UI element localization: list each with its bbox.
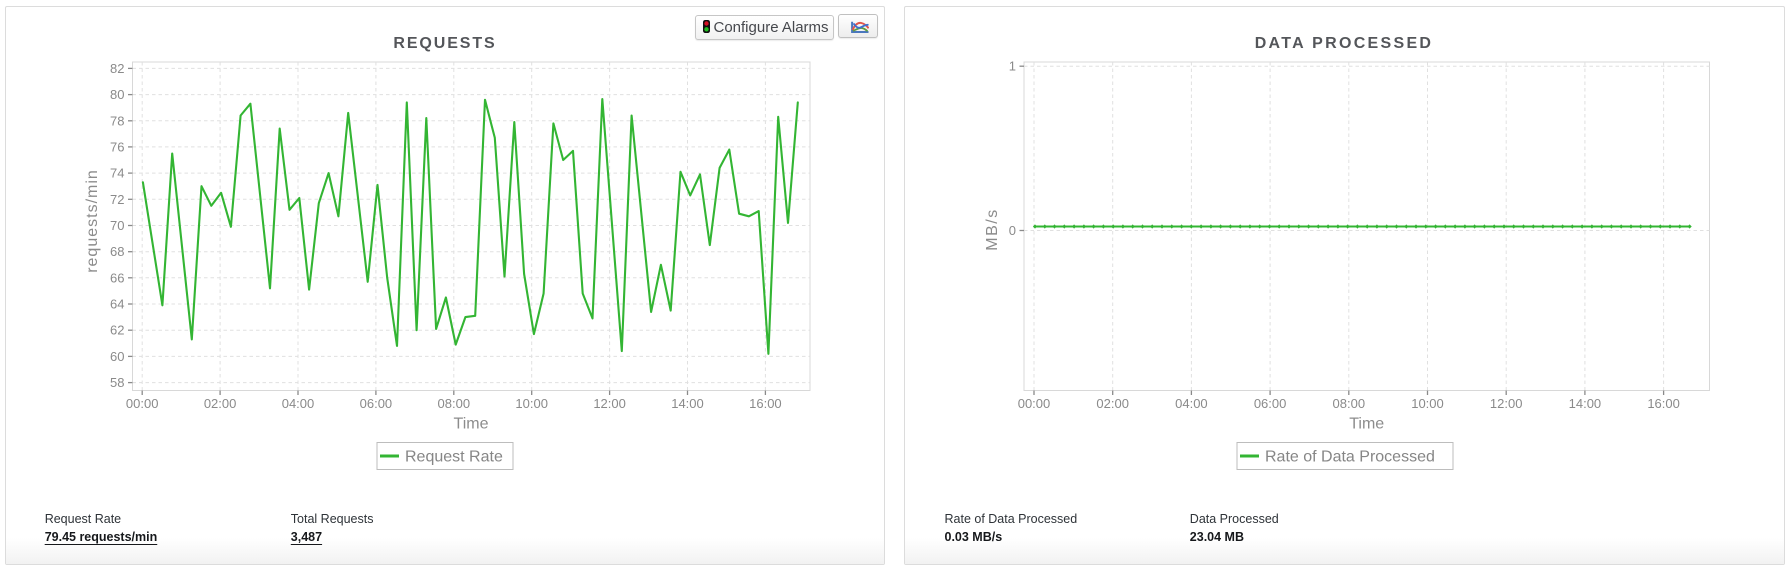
svg-text:12:00: 12:00 — [593, 396, 626, 411]
svg-text:72: 72 — [110, 192, 124, 207]
svg-text:04:00: 04:00 — [1175, 396, 1208, 411]
svg-text:02:00: 02:00 — [204, 396, 237, 411]
svg-text:04:00: 04:00 — [282, 396, 315, 411]
svg-text:0: 0 — [1008, 223, 1015, 238]
svg-text:MB/s: MB/s — [984, 208, 1001, 250]
svg-text:14:00: 14:00 — [1568, 396, 1601, 411]
svg-text:08:00: 08:00 — [438, 396, 471, 411]
svg-text:10:00: 10:00 — [515, 396, 548, 411]
svg-text:16:00: 16:00 — [749, 396, 782, 411]
svg-text:08:00: 08:00 — [1332, 396, 1365, 411]
svg-text:58: 58 — [110, 375, 124, 390]
svg-text:06:00: 06:00 — [1253, 396, 1286, 411]
svg-text:Time: Time — [1349, 416, 1384, 433]
svg-text:Request Rate: Request Rate — [405, 449, 503, 466]
svg-text:14:00: 14:00 — [671, 396, 704, 411]
svg-text:02:00: 02:00 — [1096, 396, 1129, 411]
svg-text:16:00: 16:00 — [1647, 396, 1680, 411]
svg-text:12:00: 12:00 — [1489, 396, 1522, 411]
svg-text:66: 66 — [110, 270, 124, 285]
svg-text:requests/min: requests/min — [84, 169, 101, 273]
svg-text:10:00: 10:00 — [1411, 396, 1444, 411]
svg-text:00:00: 00:00 — [126, 396, 159, 411]
svg-text:Rate of Data Processed: Rate of Data Processed — [1265, 449, 1435, 466]
svg-text:70: 70 — [110, 218, 124, 233]
svg-text:76: 76 — [110, 139, 124, 154]
svg-text:68: 68 — [110, 244, 124, 259]
svg-text:82: 82 — [110, 61, 124, 76]
svg-text:78: 78 — [110, 113, 124, 128]
svg-text:80: 80 — [110, 87, 124, 102]
svg-text:60: 60 — [110, 349, 124, 364]
svg-text:1: 1 — [1008, 59, 1015, 74]
svg-text:00:00: 00:00 — [1017, 396, 1050, 411]
svg-text:62: 62 — [110, 323, 124, 338]
svg-text:06:00: 06:00 — [360, 396, 393, 411]
svg-text:64: 64 — [110, 297, 124, 312]
svg-text:74: 74 — [110, 166, 124, 181]
svg-text:Time: Time — [454, 416, 489, 433]
